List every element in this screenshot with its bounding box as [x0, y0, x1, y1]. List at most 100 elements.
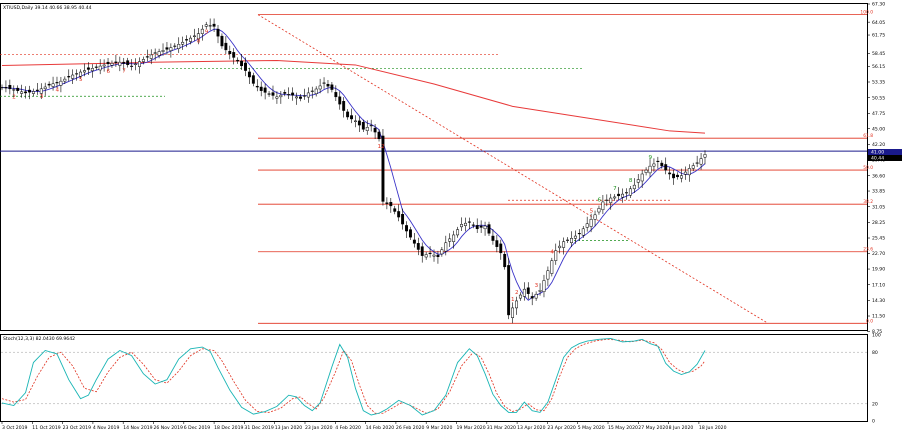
candle-body: [444, 242, 448, 252]
guide-lines: [0, 14, 867, 324]
osc-tick-label: 80: [872, 350, 878, 356]
candle-body: [63, 78, 67, 82]
time-tick-label: 8 Jun 2020: [669, 425, 694, 431]
candle-body: [440, 249, 444, 255]
time-tick-label: 18 Jun 2020: [699, 425, 727, 431]
stoch-signal-line: [1, 338, 706, 414]
candle-body: [0, 87, 4, 89]
td-sequential-label: 5: [590, 208, 594, 214]
time-tick-label: 15 May 2020: [608, 425, 638, 431]
candle-body: [581, 228, 585, 236]
candle-body: [165, 47, 169, 50]
candle-body: [593, 214, 597, 220]
candle-body: [16, 87, 20, 91]
td-sequential-label: 2: [12, 95, 16, 101]
candle-body: [98, 65, 102, 71]
time-tick-label: 4 Feb 2020: [335, 425, 361, 431]
candle-body: [656, 160, 660, 162]
candle-body: [542, 280, 546, 292]
td-sequential-label: 6: [597, 197, 601, 203]
price-tick-label: 67.30: [872, 2, 885, 8]
candle-body: [86, 67, 90, 70]
td-sequential-label: 7: [122, 68, 126, 74]
candle-body: [8, 85, 12, 90]
candle-body: [283, 92, 287, 94]
fib-level-label: 61.8: [863, 133, 873, 139]
candle-body: [138, 61, 141, 67]
ma-slow-line: [1, 59, 706, 134]
candle-body: [511, 307, 515, 318]
candle-body: [318, 85, 322, 90]
candle-body: [47, 83, 51, 86]
fib-level-label: 23.6: [863, 247, 873, 253]
candle-body: [676, 174, 679, 178]
oscillator-panel-frame: [0, 334, 868, 422]
candle-body: [471, 224, 475, 226]
candle-body: [408, 229, 412, 238]
candle-body: [295, 96, 299, 99]
td-sequential-label: 12: [378, 144, 385, 150]
candle-body: [679, 175, 683, 179]
candle-body: [59, 80, 63, 86]
candle-body: [236, 59, 240, 62]
osc-tick-label: 20: [872, 401, 878, 407]
candle-body: [648, 165, 652, 174]
candle-body: [299, 96, 302, 99]
candle-body: [354, 120, 357, 122]
time-tick-label: 5 May 2020: [578, 425, 605, 431]
td-sequential-label: 4: [55, 87, 59, 93]
candle-body: [110, 63, 114, 66]
candle-body: [518, 294, 522, 299]
candle-body: [385, 202, 389, 204]
stoch-main-line: [1, 337, 706, 416]
candle-body: [28, 89, 31, 93]
candle-body: [530, 296, 534, 299]
candle-body: [393, 208, 397, 212]
candle-body: [24, 91, 28, 94]
price-tick-label: 42.20: [872, 142, 885, 148]
candle-body: [660, 162, 664, 167]
time-tick-label: 13 Apr 2020: [517, 425, 545, 431]
candle-body: [185, 39, 189, 41]
candle-body: [145, 56, 149, 58]
candle-body: [302, 95, 306, 97]
candle-body: [479, 225, 483, 228]
candle-body: [322, 82, 326, 84]
candle-body: [224, 42, 228, 51]
candle-body: [39, 88, 43, 94]
candle-body: [577, 233, 581, 235]
candle-body: [499, 243, 503, 254]
bid-price-tag: [868, 155, 902, 161]
candle-body: [263, 87, 267, 93]
candle-body: [632, 184, 636, 190]
candle-body: [79, 71, 82, 77]
candle-body: [416, 243, 420, 250]
candle-body: [90, 68, 94, 72]
td-sequential-label: 8: [629, 178, 633, 184]
time-tick-label: 23 Oct 2019: [63, 425, 91, 431]
fib-level-label: 38.2: [863, 199, 873, 205]
candle-body: [628, 188, 632, 196]
candle-body: [495, 240, 499, 247]
candle-body: [369, 125, 373, 127]
price-tick-label: 50.55: [872, 95, 885, 101]
candle-body: [114, 61, 118, 63]
fib-level-label: 50.0: [863, 165, 873, 171]
candle-body: [220, 35, 224, 47]
candle-body: [566, 239, 569, 241]
candle-body: [342, 101, 346, 111]
candle-body: [605, 199, 609, 201]
candle-body: [491, 235, 495, 241]
candle-body: [683, 171, 687, 175]
candle-body: [275, 96, 279, 99]
candle-body: [51, 83, 55, 87]
candle-body: [562, 241, 566, 248]
candle-body: [546, 270, 550, 280]
candle-body: [157, 51, 161, 56]
time-tick-label: 23 Jan 2020: [305, 425, 333, 431]
candle-body: [373, 127, 377, 133]
candle-body: [31, 91, 35, 94]
td-sequential-label: 9: [205, 30, 209, 36]
